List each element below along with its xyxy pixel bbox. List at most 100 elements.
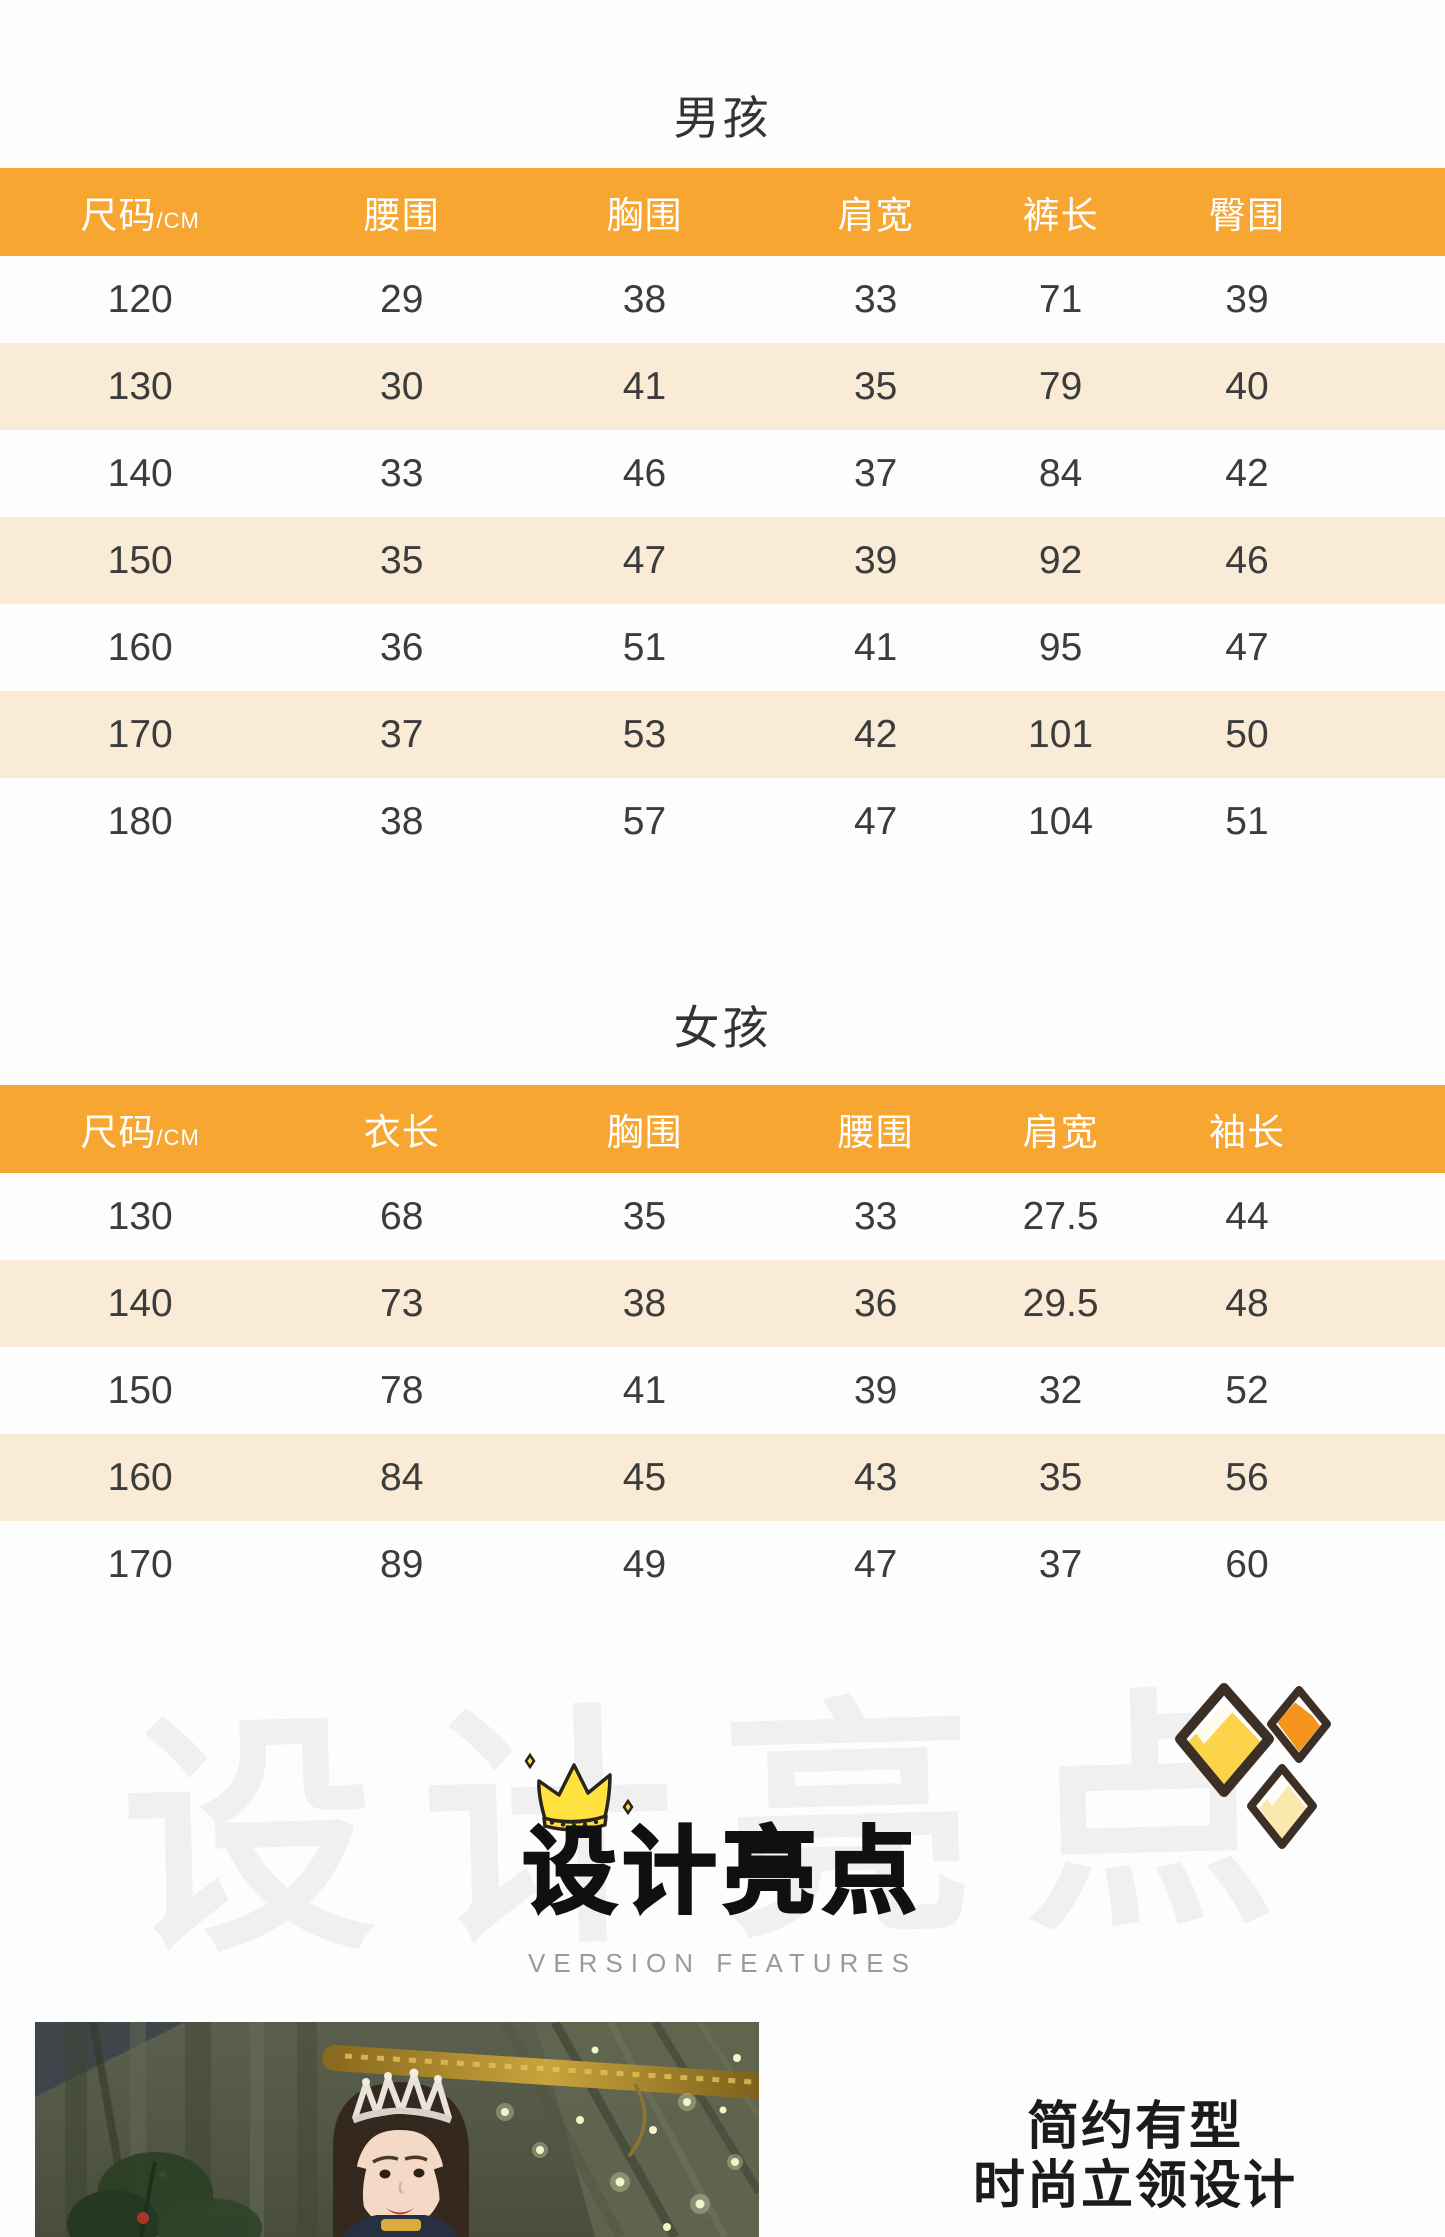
table-cell: 140 <box>107 1281 173 1325</box>
size-unit: /CM <box>156 1125 200 1150</box>
spacer-cell <box>1358 604 1445 691</box>
table-row: 130 68 35 33 27.5 44 <box>0 1173 1445 1260</box>
column-header: 袖长 <box>1135 1085 1359 1173</box>
table-cell: 38 <box>622 1281 667 1325</box>
column-header: 裤长 <box>985 168 1136 256</box>
table-cell: 40 <box>1225 364 1269 408</box>
table-cell: 89 <box>380 1542 424 1586</box>
spacer-cell <box>1358 517 1445 604</box>
table-cell: 56 <box>1225 1455 1269 1499</box>
table-cell: 49 <box>622 1542 667 1586</box>
table-cell: 170 <box>107 712 173 756</box>
table-cell: 52 <box>1225 1368 1269 1412</box>
column-header: 衣长 <box>280 1085 524 1173</box>
table-cell: 46 <box>1225 538 1269 582</box>
design-highlights-title: 设计亮点 <box>521 1819 923 1924</box>
column-header: 胸围 <box>523 168 766 256</box>
table-row: 170 37 53 42 101 50 <box>0 691 1445 778</box>
table-cell: 39 <box>853 538 898 582</box>
table-cell: 42 <box>1225 451 1269 495</box>
column-header: 腰围 <box>765 1085 986 1173</box>
table-cell: 47 <box>853 1542 898 1586</box>
girls-size-table: 尺码/CM 衣长 胸围 腰围 肩宽 袖长 130 68 35 33 27.5 44 140 73 38 36… <box>0 1085 1445 1608</box>
table-cell: 46 <box>622 451 667 495</box>
table-row: 130 30 41 35 79 40 <box>0 343 1445 430</box>
table-cell: 41 <box>853 625 898 669</box>
size-unit: /CM <box>156 208 200 233</box>
table-cell: 47 <box>622 538 667 582</box>
table-cell: 101 <box>1028 712 1094 756</box>
table-cell: 29.5 <box>1022 1281 1099 1325</box>
table-cell: 51 <box>1225 799 1269 843</box>
spacer-cell <box>1358 1260 1445 1347</box>
table-cell: 36 <box>853 1281 898 1325</box>
table-row: 150 78 41 39 32 52 <box>0 1347 1445 1434</box>
table-cell: 73 <box>380 1281 424 1325</box>
column-header: 肩宽 <box>985 1085 1136 1173</box>
size-label: 尺码 <box>80 1112 157 1153</box>
table-cell: 35 <box>1038 1455 1083 1499</box>
table-cell: 35 <box>622 1194 667 1238</box>
table-cell: 35 <box>853 364 898 408</box>
table-cell: 120 <box>107 277 173 321</box>
spacer-cell <box>1358 343 1445 430</box>
caption-line-2: 时尚立领设计 <box>972 2157 1297 2215</box>
table-row: 160 84 45 43 35 56 <box>0 1434 1445 1521</box>
table-row: 120 29 38 33 71 39 <box>0 256 1445 343</box>
product-caption: 简约有型 时尚立领设计 <box>905 2098 1365 2216</box>
table-cell: 60 <box>1225 1542 1269 1586</box>
boys-size-table: 尺码/CM 腰围 胸围 肩宽 裤长 臀围 120 29 38 33 71 39 130 30 41 35 79… <box>0 168 1445 865</box>
spacer-cell <box>1358 1521 1445 1608</box>
table-cell: 47 <box>1225 625 1269 669</box>
table-row: 160 36 51 41 95 47 <box>0 604 1445 691</box>
spacer-cell <box>1358 1434 1445 1521</box>
crown-icon <box>524 1752 634 1832</box>
table-cell: 39 <box>853 1368 898 1412</box>
design-highlights-subtitle: VERSION FEATURES <box>527 1948 917 1978</box>
table-cell: 33 <box>853 1194 898 1238</box>
table-cell: 84 <box>380 1455 424 1499</box>
spacer-cell <box>1358 1085 1445 1173</box>
table-cell: 29 <box>380 277 424 321</box>
spacer-cell <box>1358 168 1445 256</box>
table-row: 150 35 47 39 92 46 <box>0 517 1445 604</box>
diamond-cluster-icon <box>1175 1683 1331 1849</box>
table-cell: 160 <box>107 1455 173 1499</box>
column-header-size: 尺码/CM <box>0 1085 281 1173</box>
table-cell: 130 <box>107 1194 173 1238</box>
table-cell: 33 <box>380 451 424 495</box>
spacer-cell <box>1358 256 1445 343</box>
table-cell: 41 <box>622 364 667 408</box>
size-label: 尺码 <box>80 195 157 236</box>
table-cell: 44 <box>1225 1194 1269 1238</box>
table-cell: 41 <box>622 1368 667 1412</box>
table-cell: 53 <box>622 712 667 756</box>
table-cell: 45 <box>622 1455 667 1499</box>
table-cell: 95 <box>1038 625 1083 669</box>
table-row: 180 38 57 47 104 51 <box>0 778 1445 865</box>
table-cell: 170 <box>107 1542 173 1586</box>
column-header-size: 尺码/CM <box>0 168 281 256</box>
table-cell: 79 <box>1038 364 1083 408</box>
table-cell: 37 <box>853 451 898 495</box>
header-row: 尺码/CM 衣长 胸围 腰围 肩宽 袖长 <box>0 1085 1445 1173</box>
column-header: 胸围 <box>523 1085 766 1173</box>
table-cell: 43 <box>853 1455 898 1499</box>
table-row: 140 33 46 37 84 42 <box>0 430 1445 517</box>
table-cell: 104 <box>1028 799 1094 843</box>
spacer-cell <box>1358 1173 1445 1260</box>
table-cell: 150 <box>107 1368 173 1412</box>
table-cell: 37 <box>380 712 424 756</box>
column-header: 肩宽 <box>765 168 986 256</box>
table-cell: 130 <box>107 364 173 408</box>
boys-section-title: 男孩 <box>673 92 772 144</box>
table-cell: 160 <box>107 625 173 669</box>
table-cell: 140 <box>107 451 173 495</box>
girls-section-title: 女孩 <box>673 1002 772 1054</box>
spacer-cell <box>1358 430 1445 517</box>
table-cell: 78 <box>380 1368 424 1412</box>
table-cell: 38 <box>622 277 667 321</box>
table-cell: 42 <box>853 712 898 756</box>
table-cell: 150 <box>107 538 173 582</box>
table-row: 140 73 38 36 29.5 48 <box>0 1260 1445 1347</box>
